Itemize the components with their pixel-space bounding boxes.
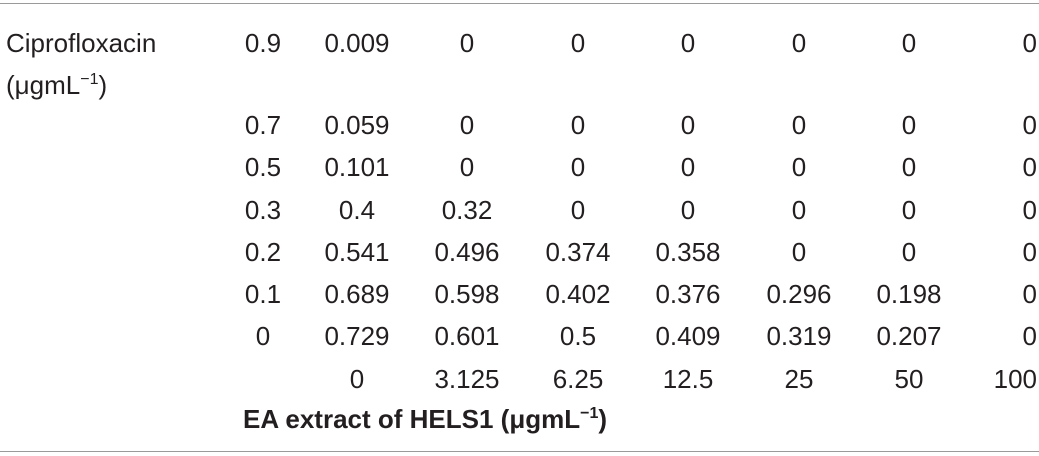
column-header-cell: 0 bbox=[349, 364, 365, 394]
cipro-concentration-cell: 0 bbox=[255, 321, 271, 351]
table-cell: 0.4 bbox=[338, 195, 376, 225]
table-cell: 0 bbox=[1022, 152, 1037, 182]
table-cell: 0.358 bbox=[655, 237, 721, 267]
table-cell: 0 bbox=[570, 28, 586, 58]
column-axis-label: EA extract of HELS1 (μgmL−1) bbox=[243, 404, 608, 434]
table-cell: 0 bbox=[901, 152, 917, 182]
cipro-concentration-cell: 0.5 bbox=[244, 152, 282, 182]
table-cell: 0.319 bbox=[766, 321, 832, 351]
table-cell: 0.689 bbox=[324, 279, 390, 309]
table-cell: 0.541 bbox=[324, 237, 390, 267]
table-cell: 0.409 bbox=[655, 321, 721, 351]
table-cell: 0.496 bbox=[434, 237, 500, 267]
cipro-concentration-cell: 0.7 bbox=[244, 110, 282, 140]
table-cell: 0 bbox=[1022, 28, 1037, 58]
table-cell: 0.598 bbox=[434, 279, 500, 309]
table-cell: 0.5 bbox=[559, 321, 597, 351]
table-cell: 0.601 bbox=[434, 321, 500, 351]
table-cell: 0 bbox=[901, 195, 917, 225]
column-header-cell: 3.125 bbox=[434, 364, 500, 394]
table-cell: 0.376 bbox=[655, 279, 721, 309]
row-axis-unit: (μgmL−1) bbox=[6, 70, 108, 100]
column-header-cell: 100 bbox=[993, 364, 1037, 394]
column-header-cell: 12.5 bbox=[662, 364, 714, 394]
table-cell: 0 bbox=[1022, 110, 1037, 140]
top-rule bbox=[0, 3, 1039, 4]
table-cell: 0 bbox=[901, 110, 917, 140]
column-header-cell: 50 bbox=[894, 364, 924, 394]
table-cell: 0 bbox=[791, 195, 807, 225]
table-cell: 0.009 bbox=[324, 28, 390, 58]
table-cell: 0 bbox=[1022, 237, 1037, 267]
table-cell: 0 bbox=[680, 195, 696, 225]
table-cell: 0 bbox=[570, 110, 586, 140]
cipro-concentration-cell: 0.1 bbox=[244, 279, 282, 309]
table-cell: 0 bbox=[1022, 195, 1037, 225]
table-cell: 0.101 bbox=[324, 152, 390, 182]
cipro-concentration-cell: 0.9 bbox=[244, 28, 282, 58]
cipro-concentration-cell: 0.2 bbox=[244, 237, 282, 267]
column-header-cell: 6.25 bbox=[552, 364, 604, 394]
table-cell: 0 bbox=[791, 152, 807, 182]
table-cell: 0 bbox=[791, 110, 807, 140]
table-cell: 0 bbox=[901, 237, 917, 267]
cipro-concentration-cell: 0.3 bbox=[244, 195, 282, 225]
table-cell: 0 bbox=[680, 110, 696, 140]
table-cell: 0 bbox=[680, 152, 696, 182]
table-cell: 0 bbox=[1022, 279, 1037, 309]
table-cell: 0 bbox=[791, 28, 807, 58]
table-cell: 0.32 bbox=[441, 195, 493, 225]
table-cell: 0 bbox=[459, 152, 475, 182]
bottom-rule bbox=[0, 451, 1039, 452]
table-cell: 0 bbox=[791, 237, 807, 267]
table-cell: 0 bbox=[459, 110, 475, 140]
row-axis-label: Ciprofloxacin bbox=[6, 28, 157, 58]
column-header-cell: 25 bbox=[784, 364, 814, 394]
table-cell: 0.296 bbox=[766, 279, 832, 309]
table-cell: 0.729 bbox=[324, 321, 390, 351]
table-cell: 0.207 bbox=[876, 321, 942, 351]
table-cell: 0.198 bbox=[876, 279, 942, 309]
table-cell: 0.374 bbox=[545, 237, 611, 267]
table-cell: 0 bbox=[570, 195, 586, 225]
table-cell: 0.059 bbox=[324, 110, 390, 140]
table-cell: 0 bbox=[901, 28, 917, 58]
table-cell: 0 bbox=[680, 28, 696, 58]
table-cell: 0 bbox=[1022, 321, 1037, 351]
table-cell: 0 bbox=[459, 28, 475, 58]
table-cell: 0.402 bbox=[545, 279, 611, 309]
table-cell: 0 bbox=[570, 152, 586, 182]
